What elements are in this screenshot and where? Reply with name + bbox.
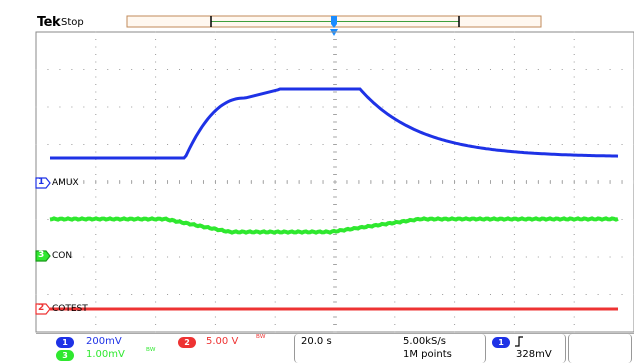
graticule-grid: [36, 32, 634, 333]
bandwidth-limit-icon: ᴮᵂ: [146, 347, 156, 357]
ch2-scale: 5.00 V: [206, 336, 238, 347]
ch3-marker-number: 3: [38, 250, 44, 260]
auxiliary-readout-panel[interactable]: [568, 334, 632, 363]
ch2-label: COTEST: [52, 304, 88, 314]
bandwidth-limit-icon: ᴮᵂ: [256, 334, 266, 344]
ch1-badge: 1: [56, 337, 74, 348]
horizontal-readout-panel[interactable]: 20.0 s 5.00kS/s 1M points: [294, 334, 486, 363]
ch2-marker-number: 2: [38, 303, 44, 313]
trigger-level: 328mV: [516, 349, 552, 360]
vertical-readout-panel[interactable]: 1 200mV 2 5.00 V ᴮᵂ 3 1.00mV ᴮᵂ: [38, 334, 292, 363]
record-length: 1M points: [403, 349, 452, 360]
trigger-readout-panel[interactable]: 1 328mV: [488, 334, 566, 363]
ch1-scale: 200mV: [86, 336, 122, 347]
ch3-label: CON: [52, 251, 72, 261]
ch3-waveform: [50, 218, 618, 232]
ch3-badge: 3: [56, 350, 74, 361]
horizontal-scale: 20.0 s: [301, 336, 332, 347]
ch1-marker-number: 1: [38, 177, 44, 187]
readout-bar: 1 200mV 2 5.00 V ᴮᵂ 3 1.00mV ᴮᵂ 20.0 s 5…: [36, 333, 634, 363]
sample-rate: 5.00kS/s: [403, 336, 446, 347]
ch1-label: AMUX: [52, 178, 79, 188]
ch3-scale: 1.00mV: [86, 349, 125, 360]
trigger-source-badge: 1: [492, 337, 510, 348]
ch2-badge: 2: [178, 337, 196, 348]
rising-edge-icon: [514, 336, 524, 347]
